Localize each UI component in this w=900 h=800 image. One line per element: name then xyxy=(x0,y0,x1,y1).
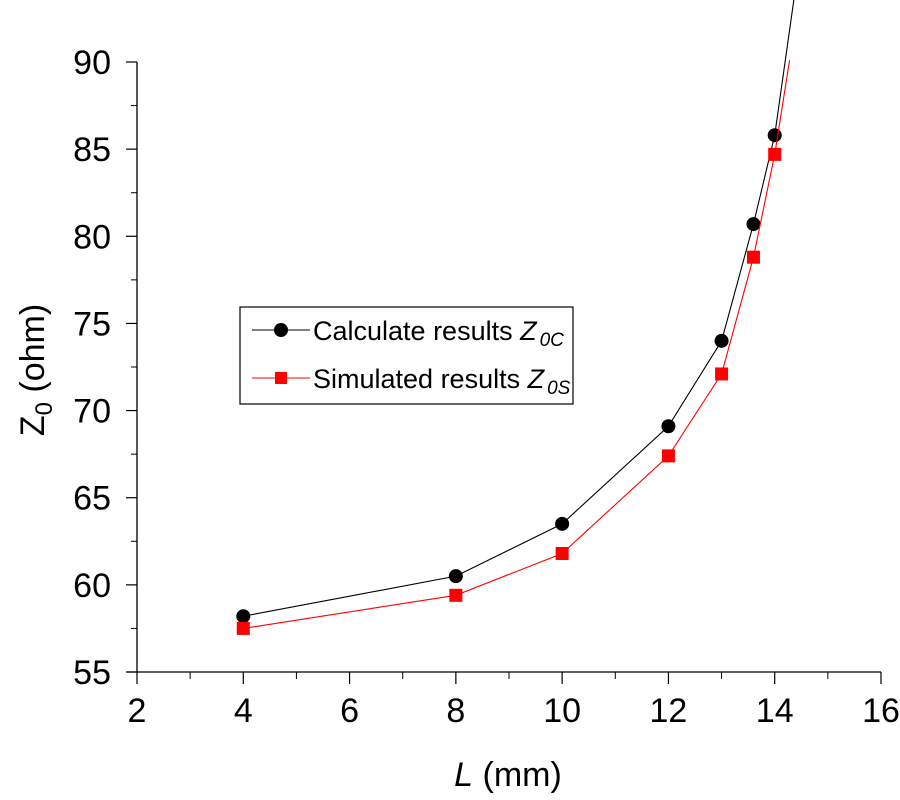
data-point-circle xyxy=(746,217,761,232)
y-tick-label: 65 xyxy=(73,480,111,518)
y-tick-label: 60 xyxy=(73,567,111,605)
legend: Calculate results Z 0C Simulated results … xyxy=(239,306,574,405)
data-point-square xyxy=(768,147,782,161)
series-line xyxy=(243,60,791,629)
y-tick-label: 90 xyxy=(73,44,111,82)
legend-label-calculated: Calculate results Z 0C xyxy=(313,316,564,351)
legend-item-simulated: Simulated results Z 0S xyxy=(252,364,571,399)
x-tick-label: 6 xyxy=(340,692,359,730)
y-axis-title-symbol: Z xyxy=(14,415,52,436)
data-point-square xyxy=(715,367,729,381)
y-axis-title-unit: (ohm) xyxy=(14,304,52,402)
data-point-square xyxy=(449,588,463,602)
x-tick-label: 4 xyxy=(234,692,253,730)
y-tick-label: 55 xyxy=(73,654,111,692)
legend-label-simulated: Simulated results Z 0S xyxy=(313,364,571,399)
y-axis-title: Z0 (ohm) xyxy=(14,304,58,436)
x-tick-label: 10 xyxy=(543,692,581,730)
x-tick-label: 14 xyxy=(756,692,794,730)
data-point-square xyxy=(555,546,569,560)
legend-label-simulated-symbol: Z xyxy=(527,364,546,394)
x-tick-label: 16 xyxy=(862,692,900,730)
series-simulated xyxy=(236,60,791,635)
data-point-circle xyxy=(714,333,729,348)
ticks: 2 4 6 8 10 12 14 16 55 60 65 70 75 80 85 90 xyxy=(73,44,900,730)
legend-label-calculated-text: Calculate results xyxy=(313,316,520,346)
data-point-circle xyxy=(236,609,251,624)
x-axis-title-unit: (mm) xyxy=(473,756,562,794)
data-point-square xyxy=(746,250,760,264)
y-tick-label: 70 xyxy=(73,393,111,431)
legend-label-calculated-symbol: Z xyxy=(519,316,538,346)
data-point-circle xyxy=(448,569,463,584)
data-point-square xyxy=(236,621,250,635)
data-point-circle xyxy=(555,516,570,531)
legend-marker-square-icon xyxy=(275,372,287,384)
x-axis-title: L (mm) xyxy=(454,756,562,794)
x-tick-label: 8 xyxy=(446,692,465,730)
legend-box xyxy=(239,306,574,405)
y-tick-label: 80 xyxy=(73,218,111,256)
legend-label-simulated-text: Simulated results xyxy=(313,364,528,394)
legend-label-calculated-subscript: 0C xyxy=(540,330,565,351)
y-tick-label: 85 xyxy=(73,131,111,169)
series-layer xyxy=(236,0,795,635)
x-axis-title-symbol: L xyxy=(454,756,473,794)
y-axis-title-subscript: 0 xyxy=(31,402,58,415)
legend-item-calculated: Calculate results Z 0C xyxy=(252,316,564,351)
data-point-circle xyxy=(661,419,676,434)
x-tick-label: 12 xyxy=(650,692,688,730)
legend-marker-circle-icon xyxy=(274,323,288,337)
data-point-square xyxy=(661,449,675,463)
legend-label-simulated-subscript: 0S xyxy=(547,378,571,399)
x-tick-label: 2 xyxy=(128,692,147,730)
y-tick-label: 75 xyxy=(73,305,111,343)
data-point-circle xyxy=(767,128,782,143)
